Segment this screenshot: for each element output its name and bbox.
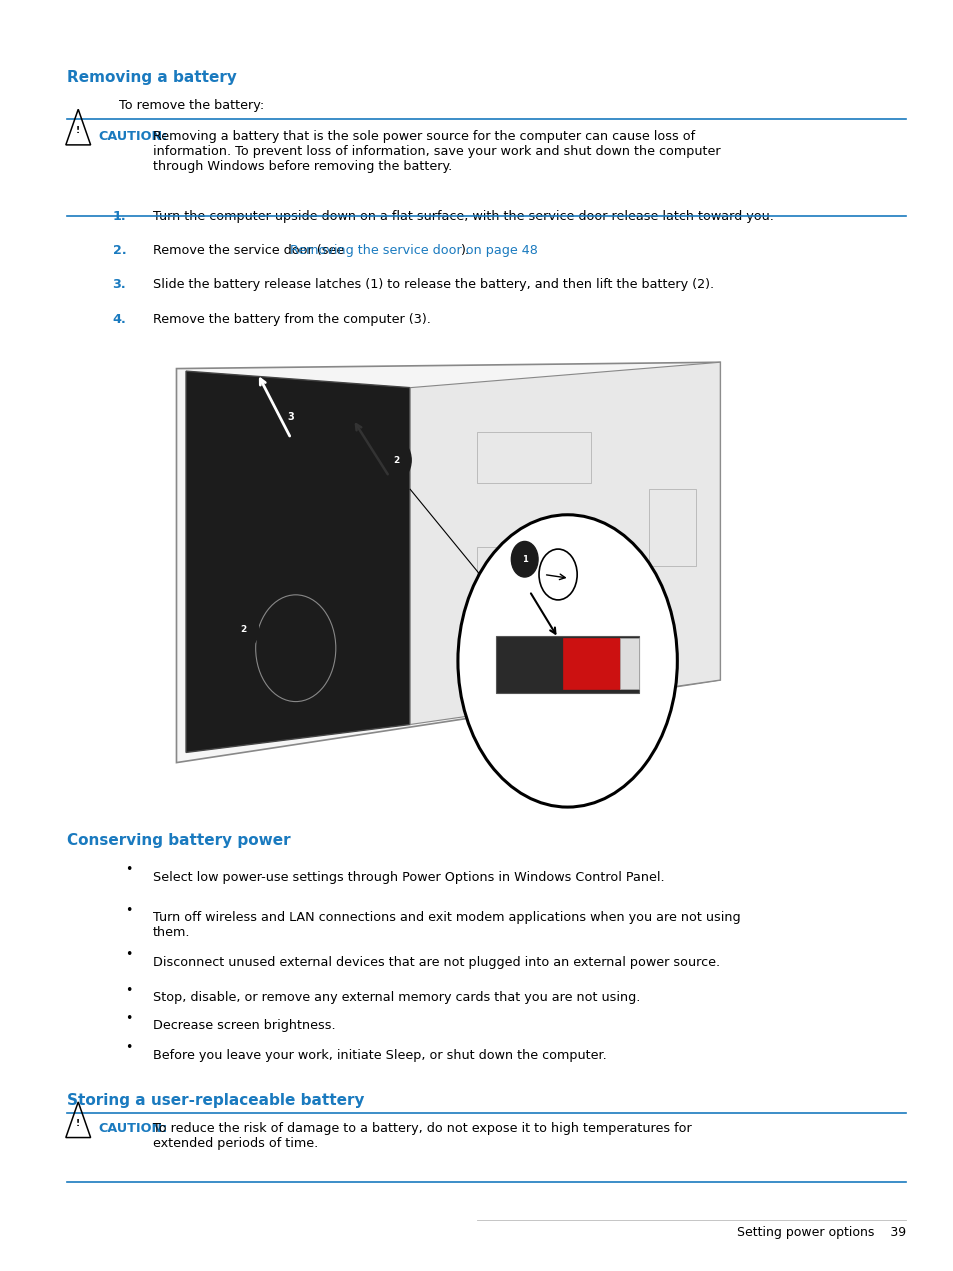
Bar [476,547,553,597]
Text: 2: 2 [240,624,246,634]
Text: Disconnect unused external devices that are not plugged into an external power s: Disconnect unused external devices that … [152,956,719,969]
Text: 3: 3 [287,412,294,422]
Text: Decrease screen brightness.: Decrease screen brightness. [152,1019,335,1032]
Text: Setting power options    39: Setting power options 39 [737,1227,905,1239]
Text: •: • [125,948,132,961]
Text: !: ! [76,1118,80,1129]
Polygon shape [176,362,720,763]
Text: •: • [125,1012,132,1024]
Text: CAUTION:: CAUTION: [98,130,168,142]
Text: •: • [125,863,132,876]
Text: •: • [125,984,132,996]
Text: Slide the battery release latches (1) to release the battery, and then lift the : Slide the battery release latches (1) to… [152,278,713,291]
Text: 2: 2 [393,455,398,465]
Circle shape [538,549,577,600]
Text: Removing a battery: Removing a battery [67,70,236,85]
Text: To remove the battery:: To remove the battery: [119,99,264,112]
Polygon shape [410,362,720,724]
Text: 4.: 4. [112,313,126,325]
Text: Before you leave your work, initiate Sleep, or shut down the computer.: Before you leave your work, initiate Sle… [152,1049,606,1061]
Text: 1.: 1. [112,210,126,222]
Text: Select low power-use settings through Power Options in Windows Control Panel.: Select low power-use settings through Po… [152,871,663,883]
Text: 2.: 2. [112,244,126,257]
Text: Remove the battery from the computer (3).: Remove the battery from the computer (3)… [152,313,430,325]
Bar [572,547,629,585]
Circle shape [274,394,308,440]
Circle shape [380,440,411,480]
Text: Turn off wireless and LAN connections and exit modem applications when you are n: Turn off wireless and LAN connections an… [152,911,740,939]
Text: To reduce the risk of damage to a battery, do not expose it to high temperatures: To reduce the risk of damage to a batter… [152,1122,691,1150]
Text: Storing a user-replaceable battery: Storing a user-replaceable battery [67,1093,364,1108]
Text: ).: ). [459,244,468,257]
Bar [476,432,591,483]
Bar [648,489,696,566]
Text: •: • [125,1041,132,1054]
Text: Conserving battery power: Conserving battery power [67,833,290,848]
Text: Stop, disable, or remove any external memory cards that you are not using.: Stop, disable, or remove any external me… [152,991,639,1004]
Text: CAUTION:: CAUTION: [98,1122,168,1135]
Text: 1: 1 [521,554,527,564]
Bar [476,616,524,648]
Polygon shape [186,371,410,752]
Polygon shape [619,638,639,689]
Text: Turn the computer upside down on a flat surface, with the service door release l: Turn the computer upside down on a flat … [152,210,773,222]
Text: •: • [125,904,132,916]
Polygon shape [496,636,639,693]
Text: !: ! [76,126,80,136]
Circle shape [228,609,258,649]
Bar [572,616,639,648]
Polygon shape [562,638,619,689]
Text: Removing a battery that is the sole power source for the computer can cause loss: Removing a battery that is the sole powe… [152,130,720,173]
Text: 3.: 3. [112,278,126,291]
Circle shape [511,541,537,577]
Text: Removing the service door on page 48: Removing the service door on page 48 [290,244,537,257]
Circle shape [457,515,677,807]
Text: Remove the service door (see: Remove the service door (see [152,244,348,257]
